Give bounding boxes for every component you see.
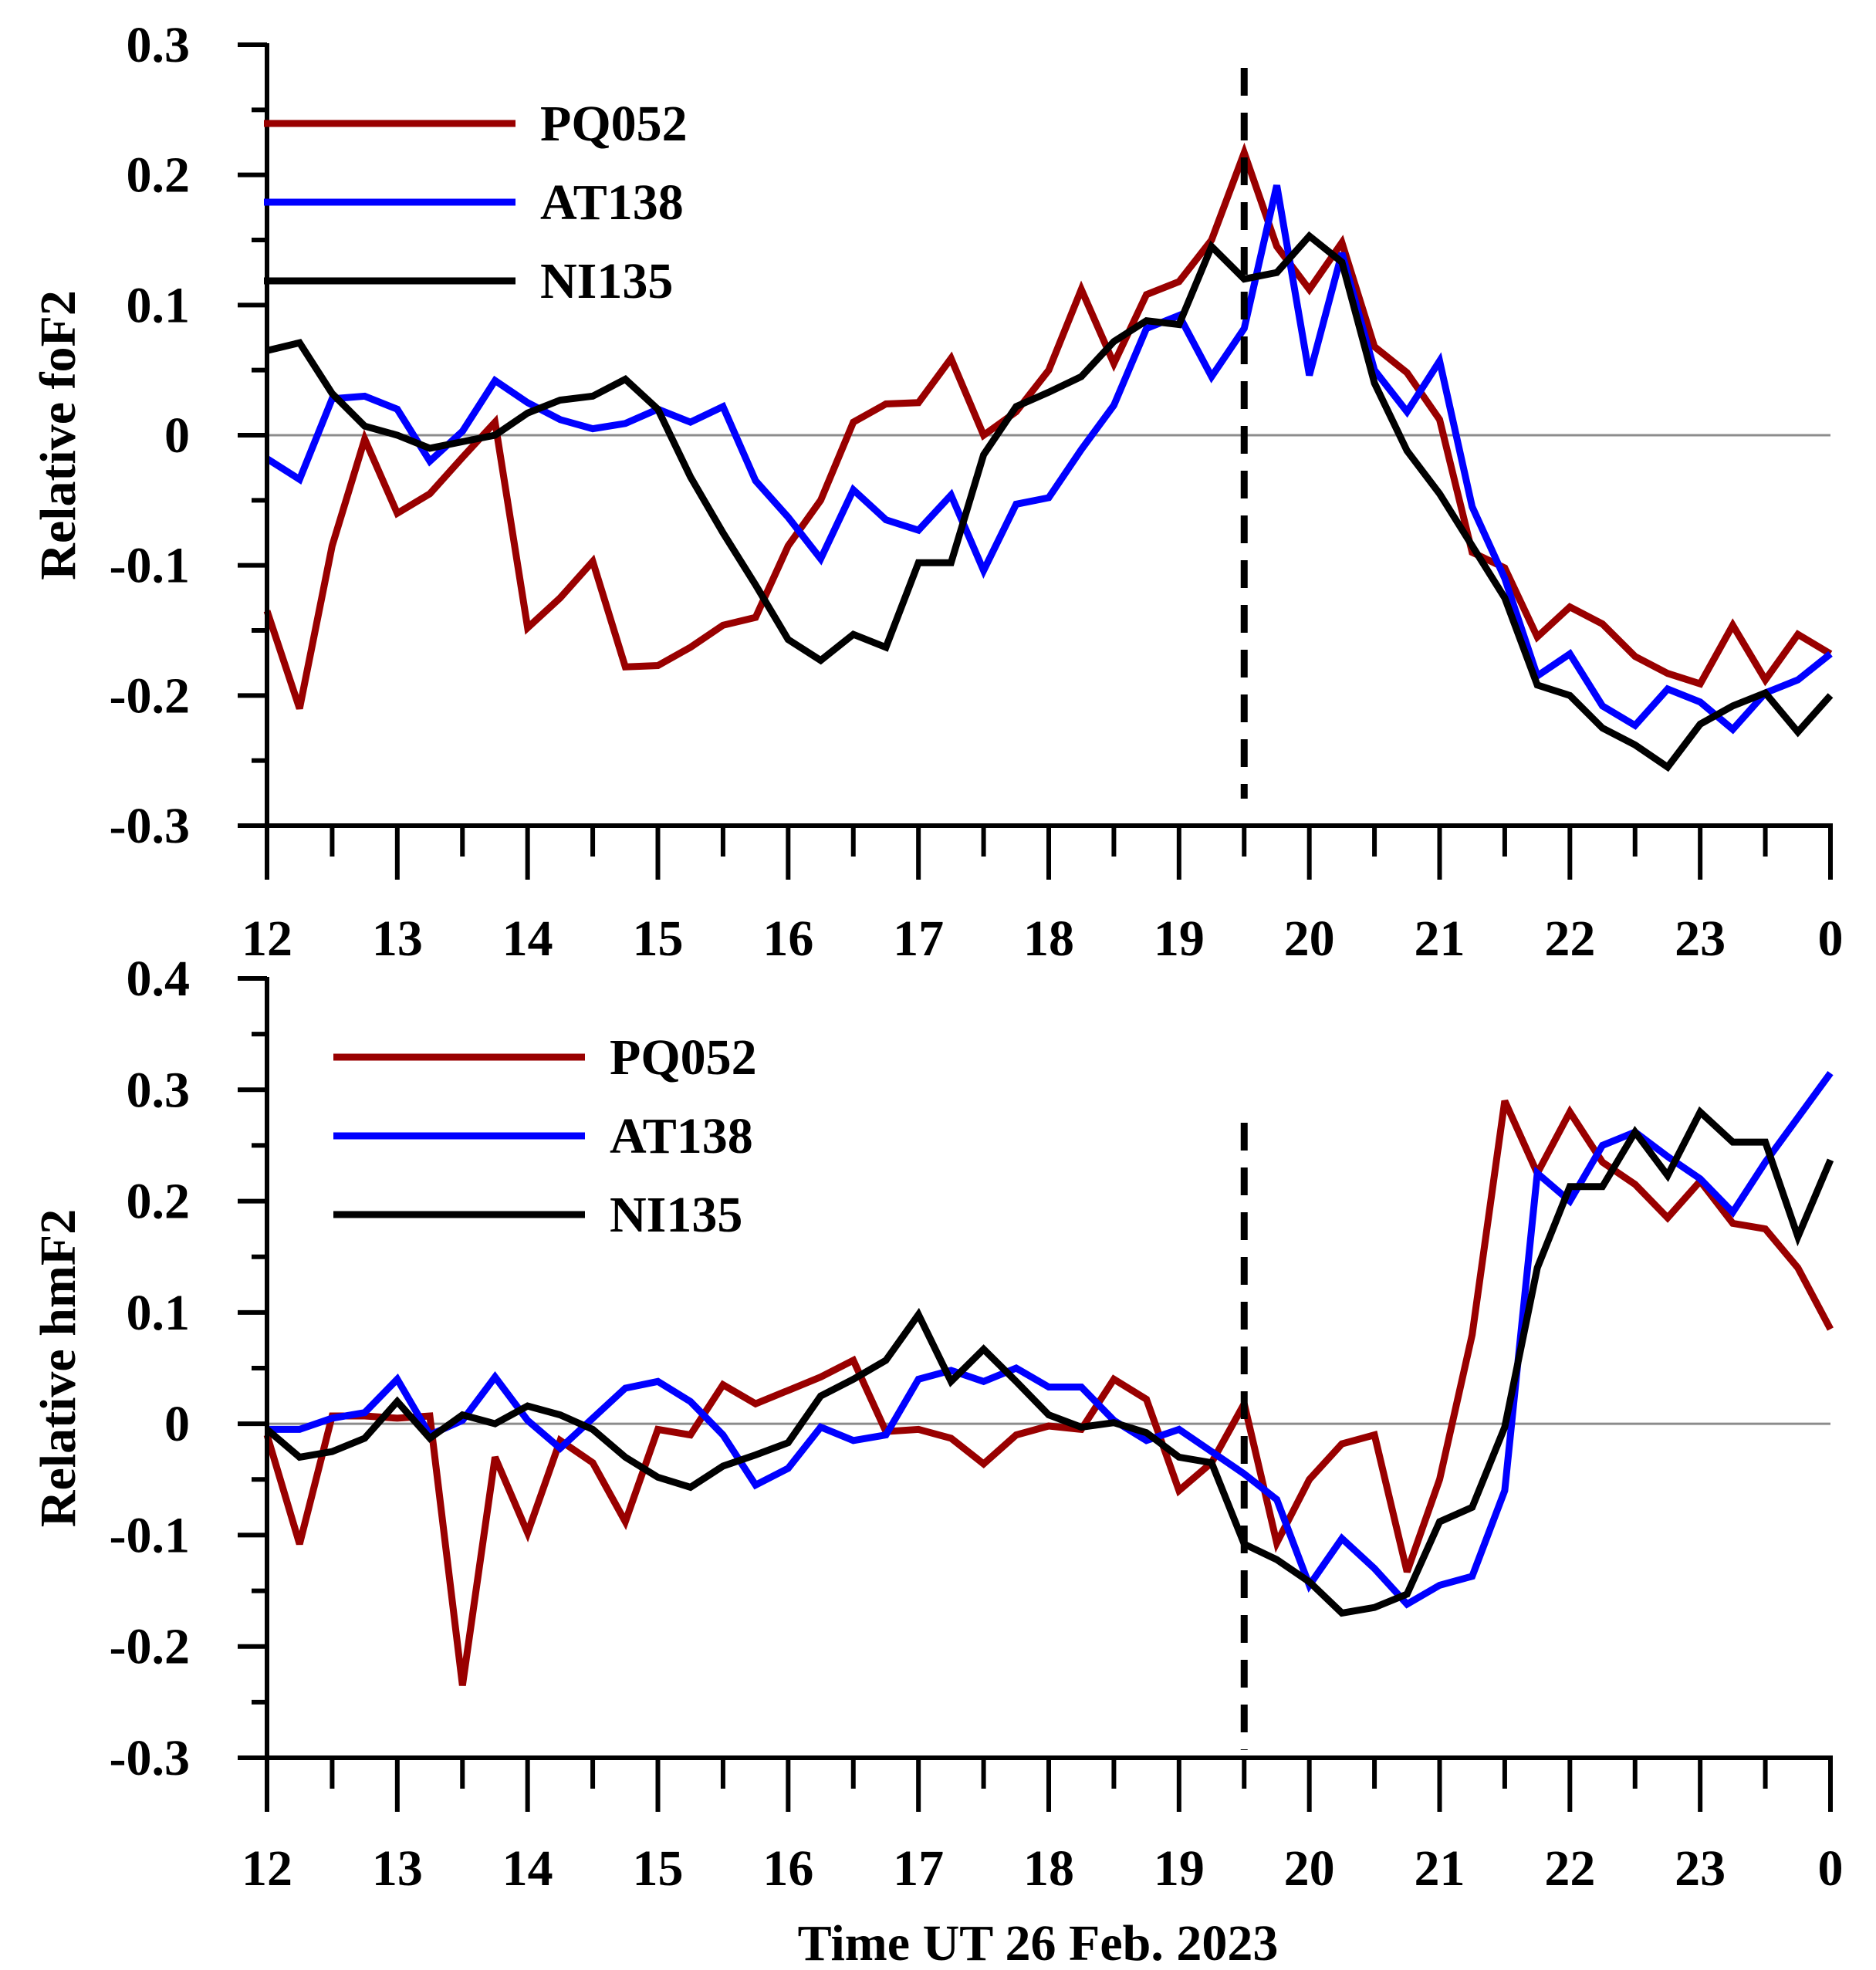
x-tick-label: 13 <box>372 911 423 967</box>
x-tick-label: 17 <box>893 911 944 967</box>
y-tick-label: -0.1 <box>110 538 190 594</box>
x-tick-label: 22 <box>1544 1840 1595 1897</box>
legend-label-ni135: NI135 <box>540 253 673 309</box>
x-tick-label: 20 <box>1284 911 1335 967</box>
y-tick-label: -0.1 <box>110 1507 190 1563</box>
x-tick-label: 21 <box>1415 1840 1465 1897</box>
y-axis-label: Relative hmF2 <box>30 1209 86 1527</box>
y-tick-label: 0.4 <box>127 951 191 1007</box>
x-tick-label: 0 <box>1818 911 1844 967</box>
series-line-at138 <box>267 1070 1834 1609</box>
x-tick-label: 18 <box>1023 1840 1074 1897</box>
y-tick-label: 0 <box>164 1396 190 1452</box>
x-tick-label: 17 <box>893 1840 944 1897</box>
x-tick-label: 18 <box>1023 911 1074 967</box>
y-tick-label: -0.2 <box>110 667 190 724</box>
x-tick-label: 13 <box>372 1840 423 1897</box>
x-tick-label: 21 <box>1415 911 1465 967</box>
legend-label-ni135: NI135 <box>610 1187 742 1243</box>
x-tick-label: 15 <box>633 911 684 967</box>
series-line-at138 <box>265 184 1833 735</box>
legend-label-pq052: PQ052 <box>540 96 688 152</box>
y-tick-label: -0.2 <box>110 1619 190 1675</box>
series-line-ni135 <box>265 1106 1834 1617</box>
series-line-ni135 <box>265 231 1834 772</box>
x-tick-label: 19 <box>1154 1840 1205 1897</box>
hmF2-panel: -0.3 -0.2 -0.1 0 0.1 0.2 0.3 0.4 12 13 14 15 16 17 18 1… <box>30 951 1844 1897</box>
x-tick-label: 23 <box>1675 911 1726 967</box>
x-tick-label: 15 <box>633 1840 684 1897</box>
y-tick-label: -0.3 <box>110 798 190 854</box>
x-tick-label: 0 <box>1818 1840 1844 1897</box>
x-axis-label: Time UT 26 Feb. 2023 <box>798 1915 1279 1970</box>
x-tick-label: 14 <box>502 911 553 967</box>
x-tick-label: 12 <box>242 911 292 967</box>
y-tick-label: 0.2 <box>127 1174 191 1230</box>
x-tick-label: 16 <box>762 911 813 967</box>
legend-label-at138: AT138 <box>610 1108 753 1164</box>
y-tick-label: 0.1 <box>127 1285 191 1341</box>
x-tick-label: 22 <box>1544 911 1595 967</box>
y-tick-label: 0.3 <box>127 17 191 73</box>
y-tick-label: 0 <box>164 407 190 464</box>
y-axis-label: Relative foF2 <box>30 290 86 580</box>
x-tick-label: 20 <box>1284 1840 1335 1897</box>
y-tick-label: -0.3 <box>110 1730 190 1786</box>
y-tick-label: 0.3 <box>127 1062 191 1118</box>
x-tick-label: 23 <box>1675 1840 1726 1897</box>
x-tick-label: 16 <box>762 1840 813 1897</box>
x-tick-label: 14 <box>502 1840 553 1897</box>
legend-label-pq052: PQ052 <box>610 1029 757 1086</box>
y-tick-label: 0.2 <box>127 147 191 204</box>
series-line-pq052 <box>263 142 1833 710</box>
x-tick-label: 19 <box>1154 911 1205 967</box>
legend-label-at138: AT138 <box>540 174 684 231</box>
foF2-panel: -0.3 -0.2 -0.1 0 0.1 0.2 0.3 12 13 14 15 16 17 18 19 20… <box>30 17 1844 967</box>
x-tick-label: 12 <box>242 1840 292 1897</box>
y-tick-label: 0.1 <box>127 277 191 333</box>
series-line-pq052 <box>263 1099 1834 1686</box>
